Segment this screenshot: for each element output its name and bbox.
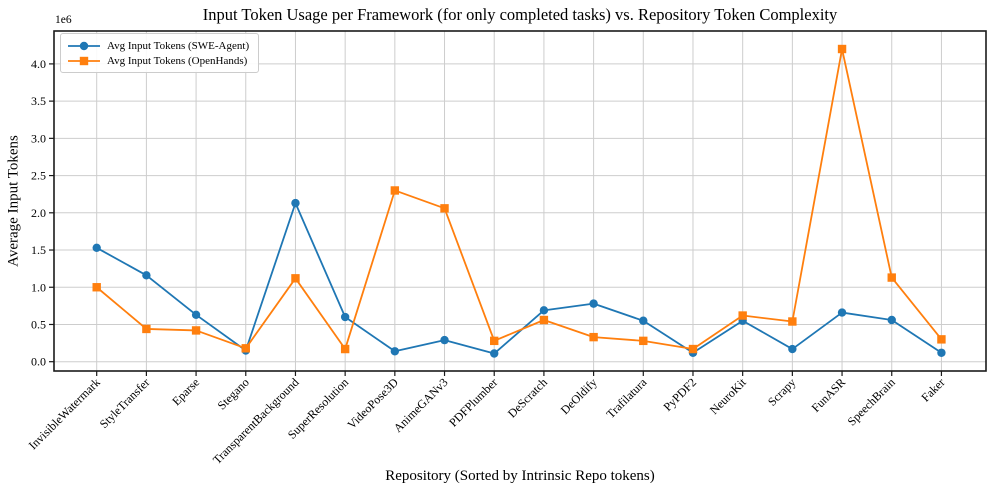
data-point-marker [440,335,449,345]
y-tick-label: 2.0 [31,206,46,220]
chart-title: Input Token Usage per Framework (for onl… [202,5,838,24]
data-point-marker [639,336,648,346]
legend-label-openhands: Avg Input Tokens (OpenHands) [107,54,248,67]
legend-item-swe-agent: Avg Input Tokens (SWE-Agent) [67,38,249,53]
data-point-marker [92,243,101,252]
data-point-marker [539,306,549,315]
x-tick-label: DeOldify [558,375,600,417]
data-point-marker [490,349,499,358]
y-axis-offset-label: 1e6 [55,14,72,26]
y-tick-label: 2.5 [31,169,46,183]
y-tick-label: 3.0 [31,131,46,145]
data-point-marker [837,308,847,317]
x-tick-label: PyPDF2 [660,375,699,414]
y-tick-label: 3.5 [31,94,46,108]
data-point-marker [688,344,698,354]
y-tick-label: 1.5 [31,243,46,257]
data-point-marker [142,324,151,334]
x-tick-label: Trafilatura [604,375,650,421]
axes-spines [53,30,987,372]
y-tick-label: 4.0 [31,57,46,71]
y-tick-label: 1.0 [31,280,46,294]
data-point-marker [589,332,598,342]
x-tick-label: PDFPlumber [446,375,500,429]
y-tick-label: 0.5 [31,317,46,331]
data-point-marker [340,312,350,322]
x-tick-label: FunASR [809,375,849,415]
x-tick-label: SpeechBrain [845,375,898,428]
x-tick-label: DeScratch [505,375,550,420]
data-point-marker [837,44,847,54]
data-point-marker [788,344,797,354]
legend-sample-marker [79,41,89,50]
data-point-marker [390,347,400,356]
data-point-marker [639,316,648,325]
data-point-marker [937,348,946,357]
y-tick-label: 0.0 [31,355,46,369]
data-point-marker [390,186,400,195]
data-point-marker [788,317,797,326]
data-point-marker [291,274,300,283]
data-point-marker [440,204,449,213]
data-point-marker [241,344,250,353]
x-tick-label: NeuroKit [707,375,749,417]
x-tick-label: Eparse [169,375,202,408]
data-point-marker [490,336,499,346]
legend: Avg Input Tokens (SWE-Agent) Avg Input T… [60,33,260,73]
series-line-openhands [95,48,943,350]
data-point-marker [340,344,350,354]
legend-label-swe-agent: Avg Input Tokens (SWE-Agent) [107,39,250,52]
legend-sample-marker [79,56,89,65]
data-point-marker [191,310,201,319]
x-axis-label: Repository (Sorted by Intrinsic Repo tok… [385,468,655,484]
data-point-marker [589,299,598,308]
x-tick-label: Scrapy [765,375,798,408]
legend-item-openhands: Avg Input Tokens (OpenHands) [67,53,249,68]
data-point-marker [539,315,549,325]
data-point-marker [291,198,300,208]
data-point-marker [142,271,151,280]
legend-line-marker-openhands-icon [68,56,100,65]
data-point-marker [738,311,747,320]
x-tick-label: Faker [918,375,947,404]
legend-line-marker-swe-agent-icon [68,41,100,50]
data-point-marker [937,335,946,344]
data-point-marker [92,283,101,292]
data-point-marker [887,315,896,325]
x-tick-label: Stegano [215,375,252,412]
x-tick-label: StyleTransfer [97,375,153,431]
x-tick-label: TransparentBackground [210,375,302,467]
data-point-marker [887,273,896,282]
data-point-marker [191,326,201,335]
x-tick-label: InvisibleWatermark [26,375,103,452]
